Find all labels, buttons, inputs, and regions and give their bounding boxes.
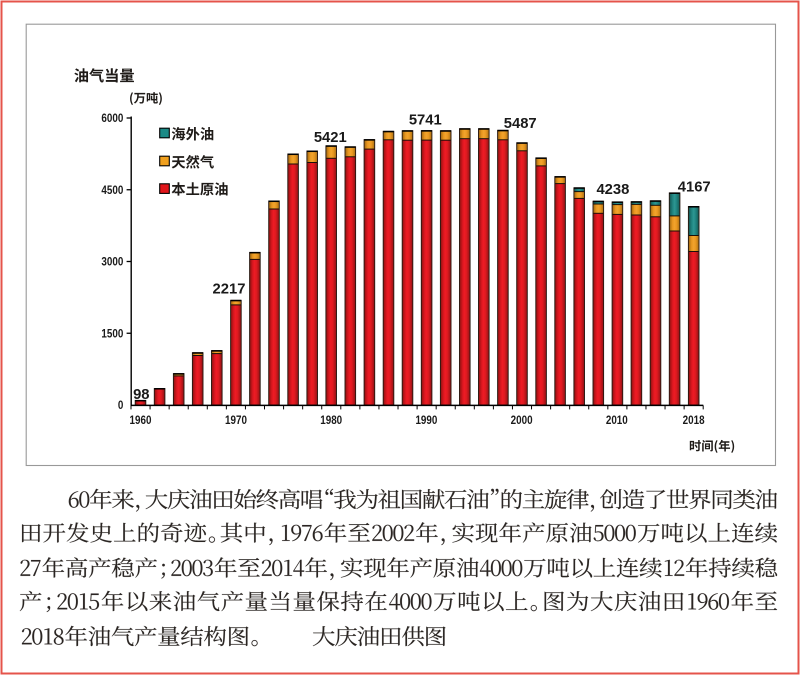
svg-text:2018: 2018 xyxy=(683,414,705,427)
svg-text:5741: 5741 xyxy=(409,113,442,129)
svg-text:2000: 2000 xyxy=(511,414,533,427)
svg-text:6000: 6000 xyxy=(101,112,123,125)
svg-text:1970: 1970 xyxy=(225,414,247,427)
svg-text:1980: 1980 xyxy=(320,414,342,427)
svg-text:98: 98 xyxy=(133,387,149,403)
svg-text:1990: 1990 xyxy=(415,414,437,427)
svg-text:2010: 2010 xyxy=(606,414,628,427)
svg-text:4500: 4500 xyxy=(101,184,123,197)
svg-text:1500: 1500 xyxy=(101,328,123,341)
svg-text:5421: 5421 xyxy=(314,130,347,146)
svg-text:0: 0 xyxy=(118,399,123,412)
svg-text:4167: 4167 xyxy=(678,179,711,195)
svg-text:4238: 4238 xyxy=(596,182,629,198)
svg-text:2217: 2217 xyxy=(213,282,246,298)
svg-text:5487: 5487 xyxy=(504,116,537,132)
svg-text:3000: 3000 xyxy=(101,256,123,269)
svg-text:1960: 1960 xyxy=(130,414,152,427)
